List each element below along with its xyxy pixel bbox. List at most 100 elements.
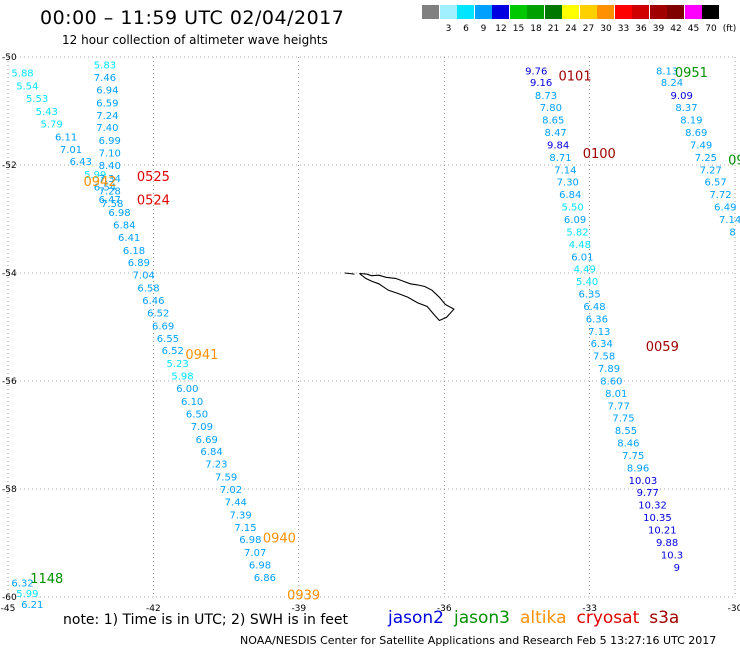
colorbar-swatch bbox=[439, 5, 457, 19]
wave-height-value: 6.52 bbox=[147, 308, 169, 319]
wave-height-value: 9 bbox=[674, 563, 680, 574]
wave-height-value: 5.99 bbox=[16, 589, 38, 600]
wave-height-value: 10.21 bbox=[648, 526, 677, 537]
wave-height-value: 8.73 bbox=[535, 91, 557, 102]
colorbar-label: 12 bbox=[495, 24, 507, 34]
legend-item-jason2: jason2 bbox=[388, 608, 444, 628]
wave-height-value: 7.58 bbox=[593, 352, 615, 363]
legend-item-altika: altika bbox=[520, 608, 567, 628]
wave-height-value: 6.35 bbox=[578, 290, 600, 301]
colorbar-label: 39 bbox=[652, 24, 665, 34]
colorbar-swatch bbox=[702, 5, 719, 19]
wave-height-value: 6.84 bbox=[200, 447, 222, 458]
wave-height-value: 6.32 bbox=[11, 578, 33, 589]
wave-height-value: 8.60 bbox=[600, 376, 622, 387]
wave-height-value: 7.14 bbox=[554, 165, 576, 176]
wave-height-value: 7.39 bbox=[230, 510, 252, 521]
colorbar-label: 18 bbox=[530, 24, 542, 34]
pass-time-marker: 0059 bbox=[646, 340, 679, 355]
pass-time-marker: 0525 bbox=[137, 170, 170, 185]
pass-time-marker: 0951 bbox=[675, 66, 708, 81]
wave-height-value: 7.58 bbox=[101, 199, 123, 210]
legend-item-cryosat: cryosat bbox=[576, 608, 640, 628]
longitude-label: -42 bbox=[146, 604, 161, 614]
wave-height-value: 5.54 bbox=[16, 82, 38, 93]
wave-height-value: 6.46 bbox=[142, 296, 164, 307]
wave-height-value: 6.49 bbox=[714, 203, 736, 214]
colorbar-swatch bbox=[544, 5, 562, 19]
longitude-label: -30 bbox=[728, 604, 740, 614]
wave-height-value: 7.30 bbox=[557, 178, 579, 189]
wave-height-value: 9.76 bbox=[525, 67, 547, 78]
wave-height-value: 7.89 bbox=[598, 364, 620, 375]
wave-height-value: 6.57 bbox=[704, 178, 726, 189]
wave-height-value: 6.54 bbox=[94, 183, 116, 194]
wave-height-value: 8.24 bbox=[661, 78, 683, 89]
wave-height-value: 8.71 bbox=[549, 153, 571, 164]
pass-time-marker: 0941 bbox=[185, 348, 218, 363]
colorbar-swatch bbox=[579, 5, 597, 19]
longitude-label: -36 bbox=[437, 604, 452, 614]
wave-height-value: 6.48 bbox=[583, 302, 605, 313]
wave-height-value: 6.89 bbox=[128, 258, 150, 269]
pass-time-marker: 0101 bbox=[559, 69, 592, 84]
wave-height-value: 7.01 bbox=[60, 145, 82, 156]
wave-height-value: 7.75 bbox=[612, 414, 634, 425]
colorbar-label: 70 bbox=[705, 24, 717, 34]
colorbar-unit: (ft) bbox=[722, 24, 737, 34]
colorbar-swatch bbox=[492, 5, 509, 19]
wave-height-value: 6.18 bbox=[123, 246, 145, 257]
wave-height-value: 5.82 bbox=[566, 227, 588, 238]
wave-height-value: 6.98 bbox=[239, 535, 261, 546]
wave-height-value: 5.79 bbox=[40, 119, 62, 130]
latitude-label: -56 bbox=[2, 377, 17, 387]
longitude-label: -45 bbox=[1, 604, 16, 614]
wave-height-value: 5.53 bbox=[26, 94, 48, 105]
colorbar-swatch bbox=[509, 5, 527, 19]
colorbar-label: 30 bbox=[600, 24, 612, 34]
wave-height-value: 6.21 bbox=[21, 600, 43, 611]
wave-height-value: 7.80 bbox=[540, 103, 562, 114]
pass-time-marker: 0942 bbox=[84, 175, 117, 190]
wave-height-value: 10.03 bbox=[629, 476, 658, 487]
colorbar-label: 6 bbox=[463, 24, 469, 34]
wave-height-value: 6.58 bbox=[137, 284, 159, 295]
wave-height-value: 6.36 bbox=[586, 314, 608, 325]
colorbar-label: 9 bbox=[480, 24, 487, 34]
wave-height-value: 6.11 bbox=[55, 132, 77, 143]
wave-height-value: 9.84 bbox=[547, 140, 569, 151]
wave-height-value: 5.99 bbox=[84, 170, 106, 181]
wave-height-value: 8.37 bbox=[675, 103, 697, 114]
wave-height-value: 6.86 bbox=[254, 573, 276, 584]
wave-height-value: 6.34 bbox=[591, 339, 613, 350]
wave-height-value: 6.10 bbox=[181, 397, 203, 408]
wave-height-value: 5.88 bbox=[11, 69, 33, 80]
colorbar-label: 36 bbox=[635, 24, 647, 34]
wave-height-value: 6.41 bbox=[118, 233, 140, 244]
wave-height-value: 8.40 bbox=[99, 161, 121, 172]
wave-height-value: 10.32 bbox=[638, 501, 667, 512]
wave-height-value: 6.99 bbox=[99, 136, 121, 147]
colorbar-label: 42 bbox=[670, 24, 682, 34]
latitude-label: -52 bbox=[2, 161, 17, 171]
wave-height-value: 8.96 bbox=[627, 463, 649, 474]
wave-height-value: 7.04 bbox=[133, 271, 155, 282]
wave-height-value: 5.98 bbox=[171, 372, 193, 383]
wave-height-value: 10.35 bbox=[643, 513, 672, 524]
wave-height-value: 7.44 bbox=[225, 497, 247, 508]
latitude-label: -50 bbox=[2, 53, 17, 63]
wave-height-value: 6.98 bbox=[108, 208, 130, 219]
wave-height-value: 8.55 bbox=[615, 426, 637, 437]
wave-height-value: 9.16 bbox=[530, 78, 552, 89]
wave-height-value: 7.10 bbox=[99, 149, 121, 160]
colorbar-swatch bbox=[527, 5, 544, 19]
wave-height-value: 8 bbox=[729, 227, 735, 238]
pass-time-marker: 0939 bbox=[287, 588, 320, 603]
wave-height-value: 6.50 bbox=[186, 409, 208, 420]
colorbar-swatch bbox=[684, 5, 702, 19]
colorbar-label: 24 bbox=[565, 24, 577, 34]
wave-height-value: 6.59 bbox=[96, 98, 118, 109]
wave-height-value: 7.59 bbox=[215, 473, 237, 484]
wave-height-value: 6.43 bbox=[70, 157, 92, 168]
wave-height-value: 6.52 bbox=[162, 346, 184, 357]
